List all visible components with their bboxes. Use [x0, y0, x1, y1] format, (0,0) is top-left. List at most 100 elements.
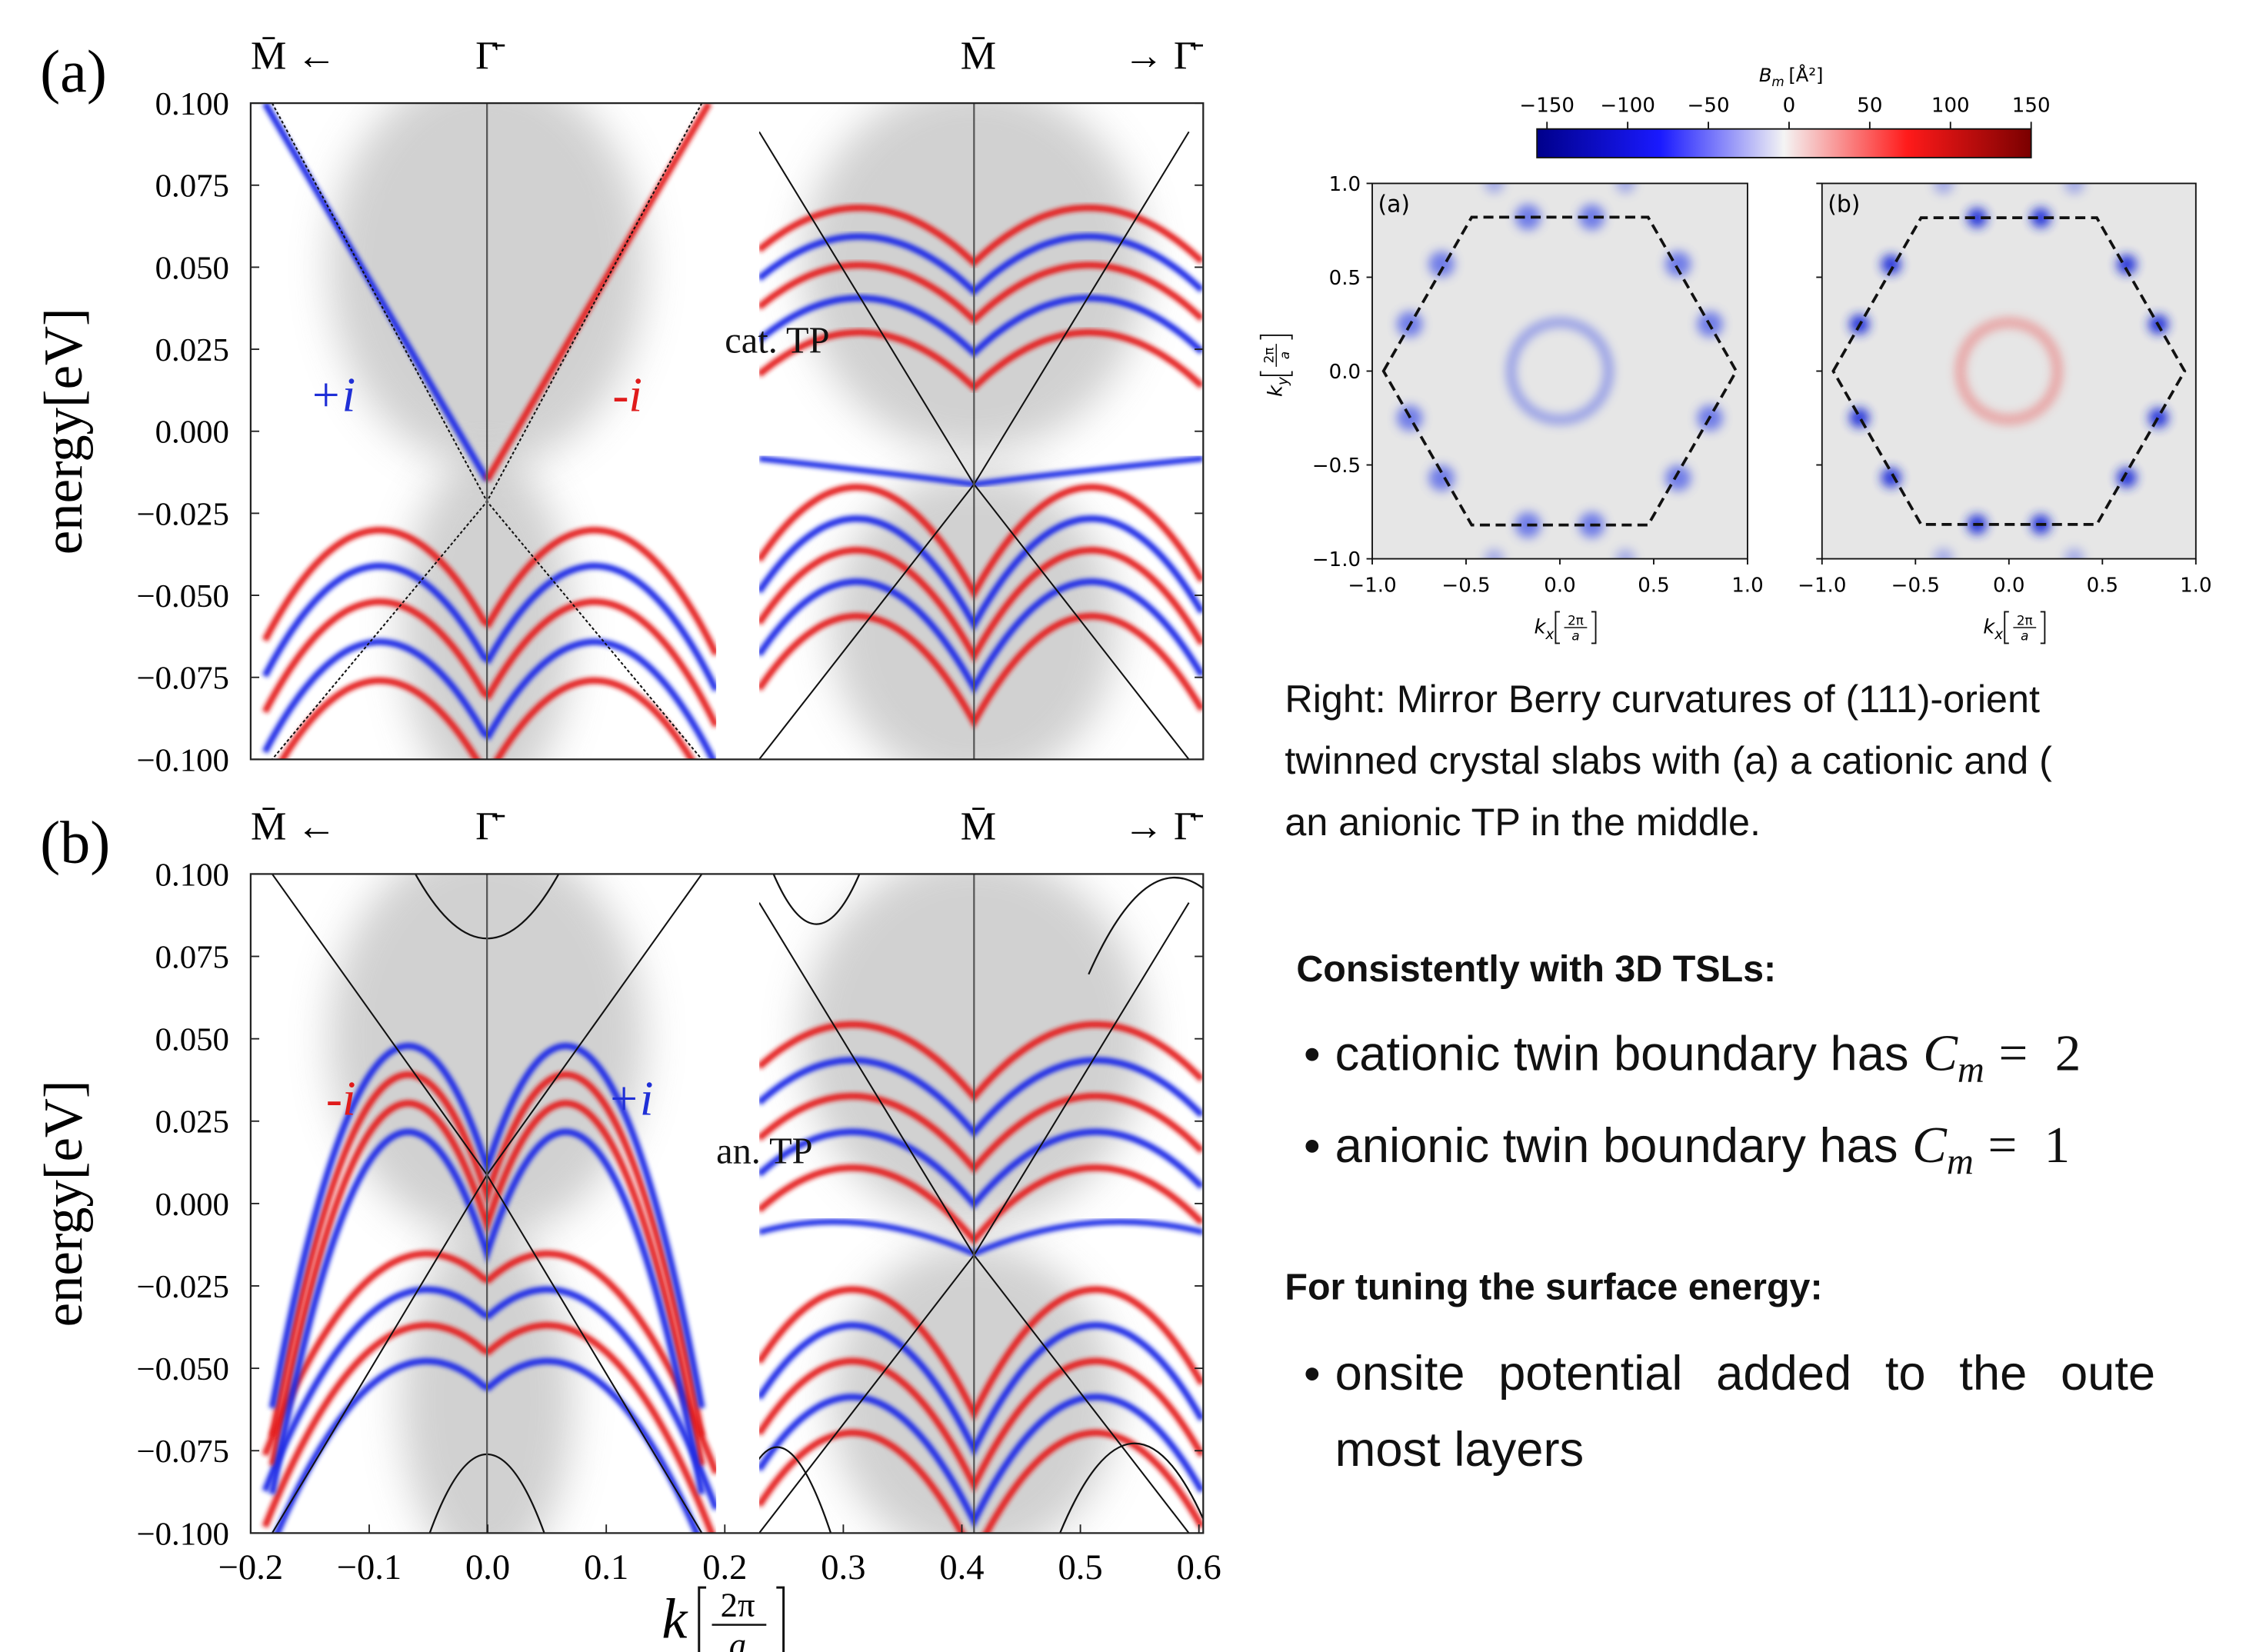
curvature-hotspot — [2116, 468, 2137, 488]
annotation: -i — [612, 368, 642, 422]
band — [756, 612, 1204, 729]
axis-symbol: k — [661, 1587, 688, 1650]
y-tick-label: −1.0 — [1312, 548, 1361, 571]
axis-label: k x 2πa — [1983, 611, 2046, 644]
band — [262, 1322, 715, 1534]
fraction-denominator: a — [2021, 628, 2028, 644]
y-tick-label: −0.025 — [136, 496, 229, 532]
path-label: M̄ ← — [251, 805, 337, 849]
band — [756, 578, 1204, 694]
y-tick-label: 0.000 — [155, 1187, 229, 1223]
x-tick-label: 0.5 — [1058, 1548, 1103, 1587]
segment-gap — [716, 874, 759, 1534]
path-label: → Γ̄ — [1124, 34, 1203, 78]
fraction-numerator: 2π — [2017, 612, 2033, 628]
bulk-band — [1088, 876, 1204, 975]
bullet-text: anionic twin boundary has Cm = 1 — [1335, 1116, 2071, 1182]
section: Consistently with 3D TSLs: cationic twin … — [1296, 948, 2081, 1182]
band — [756, 1357, 1204, 1493]
math-subscript: m — [1947, 1141, 1974, 1182]
x-tick-label: 1.0 — [2180, 574, 2211, 597]
math-symbol: C — [1912, 1116, 1948, 1174]
colorbar-label: Bm [Å²] — [1759, 64, 1824, 89]
fraction-numerator: 2π — [1261, 348, 1277, 364]
fraction-numerator: 2π — [721, 1585, 755, 1624]
map-content — [1397, 183, 1723, 559]
x-tick-label: −1.0 — [1798, 574, 1846, 597]
curvature-hotspot — [2148, 408, 2169, 428]
subscript: x — [1994, 627, 2004, 643]
curvature-hotspot — [2064, 183, 2084, 195]
y-tick-label: −0.025 — [136, 1269, 229, 1305]
y-tick-label: −0.050 — [136, 1351, 229, 1387]
curvature-hotspot — [1428, 465, 1455, 491]
brillouin-zone — [1381, 215, 1738, 527]
x-tick-label: 0.6 — [1177, 1548, 1221, 1587]
band — [757, 1021, 1204, 1102]
colorbar-tick-label: −100 — [1600, 94, 1655, 117]
bullet-dot — [1305, 1367, 1319, 1381]
colorbar-tick-label: −50 — [1688, 94, 1730, 117]
bullet-dot — [1305, 1139, 1319, 1153]
bullet-line: most layers — [1335, 1423, 1585, 1477]
band — [756, 1286, 1204, 1421]
y-tick-label: 1.0 — [1329, 173, 1361, 196]
bracket — [2004, 611, 2046, 644]
y-tick-label: −0.100 — [136, 742, 229, 778]
bracket — [1259, 335, 1293, 377]
y-tick-label: −0.100 — [136, 1516, 229, 1552]
curvature-hotspot — [1933, 548, 1954, 559]
y-tick-label: 0.100 — [155, 857, 229, 893]
band — [278, 677, 695, 760]
band — [756, 484, 1204, 600]
band — [756, 1394, 1204, 1529]
bulk-band — [772, 874, 861, 925]
caption-line: Right: Mirror Berry curvatures of (111)-… — [1285, 677, 2040, 721]
x-tick-label: −0.1 — [337, 1548, 402, 1587]
fraction-numerator: 2π — [1568, 612, 1584, 628]
bullet-words: cationic twin boundary has — [1335, 1028, 1909, 1081]
math-subscript: m — [1958, 1050, 1984, 1091]
y-tick-label: 0.050 — [155, 1022, 229, 1058]
fraction-denominator: a — [1277, 351, 1292, 359]
x-tick-label: −0.5 — [1441, 574, 1490, 597]
y-tick-label: 0.025 — [155, 332, 229, 368]
band — [757, 261, 1204, 325]
band — [757, 1092, 1204, 1174]
band — [262, 103, 490, 482]
band — [262, 1286, 720, 1510]
bullet-text: cationic twin boundary has Cm = 2 — [1335, 1024, 2081, 1091]
y-tick-label: 0.100 — [155, 86, 229, 122]
curvature-hotspot — [1578, 204, 1605, 231]
curvature-hotspot — [1615, 183, 1636, 194]
map-background — [1821, 183, 2196, 559]
band — [262, 598, 719, 728]
x-tick-label: −0.2 — [218, 1548, 283, 1587]
x-tick-label: 0.0 — [465, 1548, 510, 1587]
y-axis-label: energy[eV] — [34, 308, 94, 555]
axis-label: k x 2πa — [1534, 611, 1597, 644]
path-label: Γ̄ — [475, 34, 505, 78]
curvature-hotspot — [2031, 208, 2051, 228]
y-tick-label: 0.0 — [1329, 361, 1361, 384]
path-label: M̄ — [961, 805, 996, 849]
y-tick-label: 0.075 — [155, 168, 229, 205]
band — [757, 204, 1204, 268]
x-tick-label: 0.3 — [821, 1548, 865, 1587]
y-tick-label: 0.000 — [155, 415, 229, 451]
subscript: x — [1545, 627, 1555, 643]
y-tick-label: −0.075 — [136, 1434, 229, 1470]
path-label: M̄ — [961, 34, 996, 78]
annotation: -i — [326, 1071, 356, 1125]
band — [757, 1057, 1204, 1138]
math-symbol: C — [1923, 1024, 1958, 1082]
x-tick-label: 0.4 — [939, 1548, 984, 1587]
panel-label: (a) — [1378, 192, 1410, 218]
bulk-band — [1059, 1442, 1204, 1534]
bullet-line: onsite potential added to the oute — [1335, 1347, 2156, 1401]
path-label: → Γ̄ — [1124, 805, 1203, 849]
panel-label: (b) — [1828, 192, 1860, 218]
panel-label: (b) — [40, 808, 110, 875]
y-tick-label: 0.075 — [155, 939, 229, 975]
